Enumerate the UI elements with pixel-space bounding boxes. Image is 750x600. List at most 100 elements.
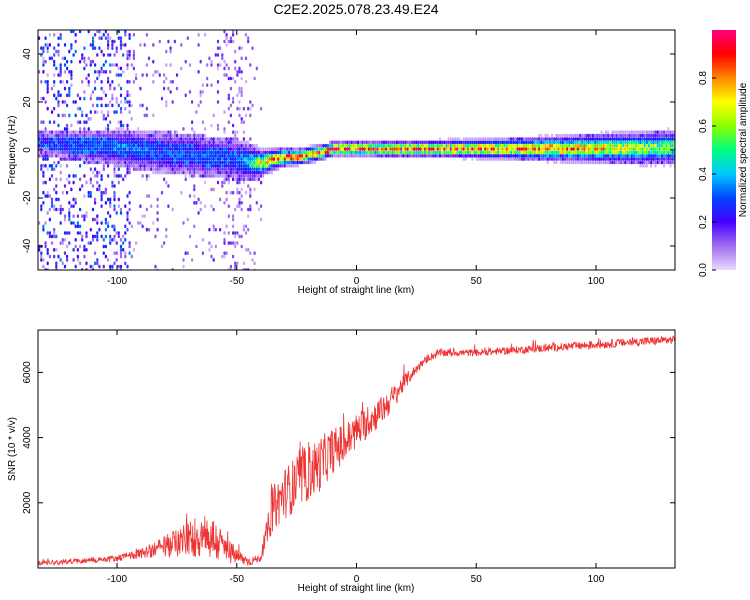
spectrogram-cell [494,154,498,158]
spectrogram-cell [227,120,230,124]
spectrogram-cell [652,143,655,148]
spectrogram-cell [626,150,629,155]
spectrogram-cell [544,143,547,148]
spectrogram-cell [111,224,114,229]
spectrogram-cell [85,147,88,151]
spectrogram-cell [72,221,75,225]
spectrogram-cell [232,100,235,104]
spectrogram-cell [79,130,82,134]
spectrogram-cell [111,184,114,188]
spectrogram-cell [551,157,554,161]
spectrogram-cell [113,143,116,148]
spectrogram-cell [223,201,226,205]
spectrogram-cell [505,140,508,145]
spectrogram-cell [630,137,633,141]
spectrogram-cell [242,227,245,232]
spectrogram-cell [290,164,293,168]
spectrogram-cell [613,143,616,148]
spectrogram-cell [475,154,478,158]
spectrogram-cell [652,140,655,145]
spectrogram-cell [307,154,310,158]
spectrogram-cell [119,248,123,252]
spectrogram-cell [66,59,69,64]
spectrogram-cell [130,164,133,168]
spectrogram-cell [238,46,241,50]
spectrogram-cell [188,140,192,145]
spectrogram-cell [232,241,235,245]
spectrogram-cell [154,157,157,161]
spectrogram-cell [191,160,194,165]
spectrogram-cell [180,167,183,171]
spectrogram-cell [223,154,226,158]
spectrogram-cell [264,160,267,165]
spectrogram-cell [163,86,166,91]
spectrogram-cell [615,150,618,155]
spectrogram-cell [135,130,138,134]
spectrogram-cell [113,197,116,202]
spectrogram-cell [570,143,573,148]
spectrogram-cell [171,154,174,158]
spectrogram-cell [251,157,254,161]
spectrogram-cell [100,190,103,195]
spectrogram-cell [178,164,181,168]
spectrogram-cell [63,100,67,104]
spectrogram-cell [303,147,306,151]
spectrogram-cell [57,93,60,98]
spectrogram-cell [598,147,601,151]
spectrogram-cell [240,143,243,148]
spectrogram-cell [415,150,418,155]
spectrogram-cell [581,137,584,141]
spectrogram-cell [255,143,258,148]
spectrogram-cell [540,137,543,141]
spectrogram-cell [128,93,131,98]
spectrogram-cell [165,160,168,165]
spectrogram-cell [119,143,123,148]
spectrogram-cell [124,106,127,111]
spectrogram-cell [171,147,174,151]
spectrogram-cell [199,174,202,178]
spectrogram-cell [647,150,651,155]
spectrogram-cell [585,133,588,138]
spectrogram-cell [98,133,101,138]
spectrogram-cell [76,231,79,235]
spectrogram-cell [184,59,187,64]
spectrogram-cell [96,103,99,108]
spectrogram-cell [568,147,571,151]
spectrogram-cell [305,160,308,165]
spectrogram-cell [57,123,60,128]
spectrogram-cell [488,154,491,158]
spectrogram-cell [469,143,472,148]
spectrogram-cell [214,140,217,145]
spectrogram-cell [165,76,168,81]
spectrogram-cell [150,160,153,165]
spectrogram-cell [594,160,597,165]
spectrogram-cell [83,140,86,145]
spectrogram-cell [628,147,631,151]
spectrogram-cell [193,140,196,145]
spectrogram-cell [622,140,625,145]
spectrogram-cell [219,46,222,50]
spectrogram-cell [55,164,58,168]
spectrogram-cell [477,154,480,158]
spectrogram-cell [100,194,103,198]
spectrogram-cell [658,133,661,138]
spectrogram-cell [143,164,146,168]
spectrogram-cell [87,194,90,198]
spectrogram-cell [232,150,235,155]
spectrogram-cell [113,207,116,212]
spectrogram-cell [257,207,260,212]
spectrogram-cell [48,133,51,138]
spectrogram-cell [44,180,47,185]
spectrogram-cell [393,150,396,155]
spectrogram-cell [113,167,116,171]
spectrogram-cell [145,137,148,141]
spectrogram-cell [158,140,161,145]
spectrogram-cell [66,66,69,71]
spectrogram-cell [135,147,138,151]
spectrogram-cell [622,147,625,151]
spectrogram-cell [42,180,45,185]
spectrogram-cell [48,43,51,47]
spectrogram-cell [152,73,155,77]
spectrogram-cell [559,147,562,151]
spectrogram-cell [548,143,551,148]
